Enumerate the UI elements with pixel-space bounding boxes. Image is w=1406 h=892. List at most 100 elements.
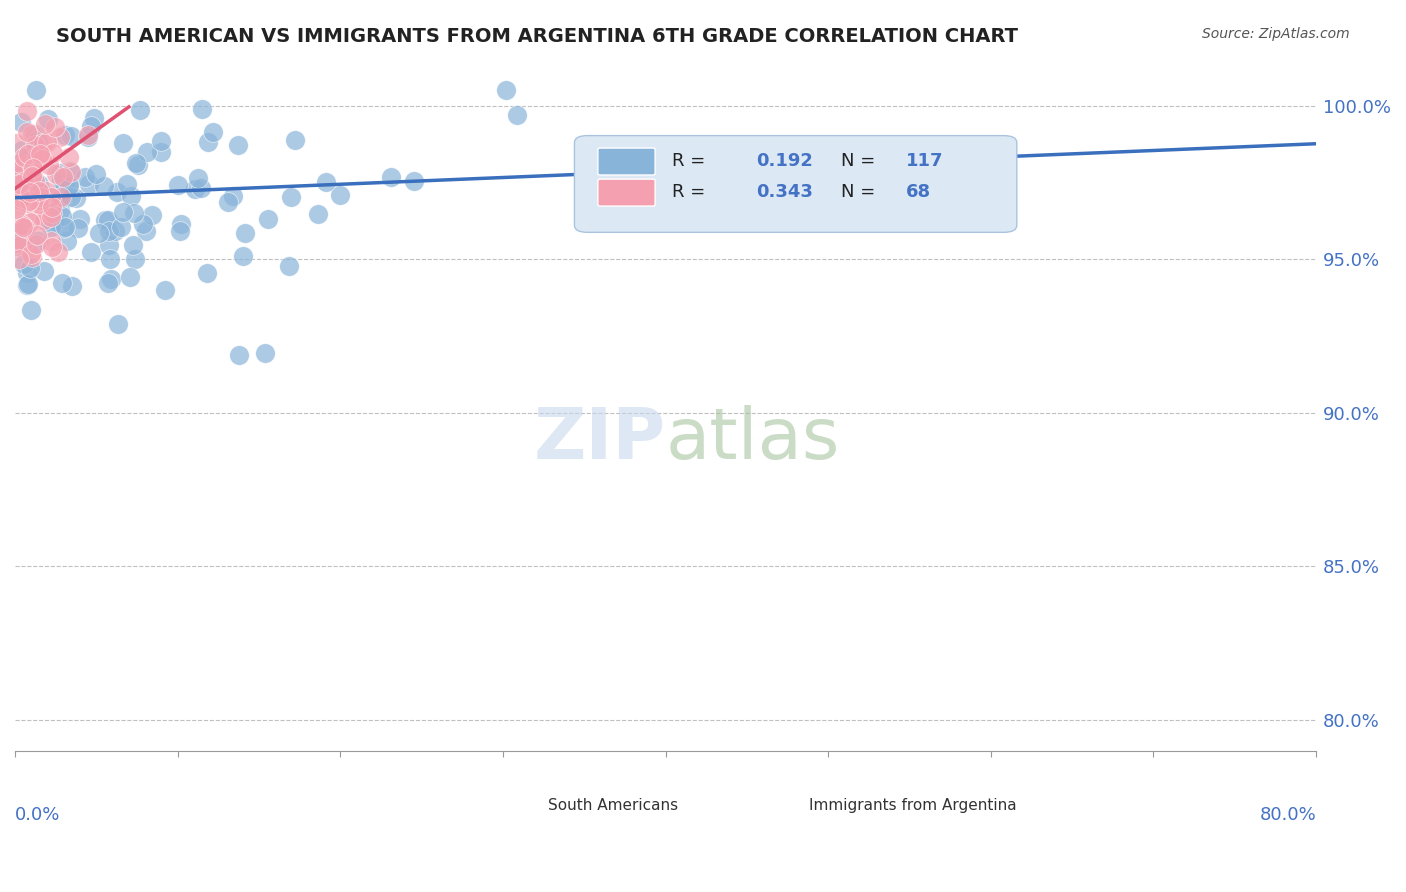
Text: South Americans: South Americans bbox=[548, 798, 679, 814]
Point bbox=[62, 279, 84, 293]
Point bbox=[11, 164, 34, 178]
Point bbox=[77, 128, 100, 142]
Point bbox=[8, 155, 31, 169]
Point bbox=[20, 302, 42, 317]
Point bbox=[380, 169, 402, 184]
Point bbox=[226, 138, 249, 153]
Point bbox=[49, 165, 72, 179]
Point bbox=[93, 179, 115, 194]
Point bbox=[41, 205, 63, 219]
Point bbox=[18, 261, 41, 276]
Point bbox=[18, 185, 41, 199]
Point bbox=[15, 104, 38, 119]
Point bbox=[97, 276, 120, 290]
Text: Source: ZipAtlas.com: Source: ZipAtlas.com bbox=[1202, 27, 1350, 41]
Text: 117: 117 bbox=[907, 153, 943, 170]
Point bbox=[11, 235, 34, 250]
Point bbox=[8, 252, 31, 266]
Point bbox=[51, 172, 73, 186]
Point bbox=[44, 214, 66, 228]
Point bbox=[60, 128, 83, 143]
Point bbox=[15, 266, 38, 280]
Point bbox=[105, 185, 128, 199]
Point bbox=[28, 197, 51, 211]
Point bbox=[284, 133, 307, 147]
Point bbox=[8, 225, 31, 239]
Point bbox=[17, 146, 39, 161]
Point bbox=[124, 252, 146, 267]
Point bbox=[77, 129, 100, 144]
Point bbox=[277, 259, 299, 273]
Point bbox=[30, 152, 52, 166]
Point bbox=[15, 125, 38, 139]
Point bbox=[21, 161, 44, 176]
Point bbox=[127, 158, 149, 172]
Text: 0.192: 0.192 bbox=[756, 153, 814, 170]
Point bbox=[21, 169, 44, 183]
Point bbox=[77, 178, 100, 192]
Point bbox=[49, 186, 72, 201]
Point bbox=[10, 115, 32, 129]
Point bbox=[15, 277, 38, 292]
Point bbox=[117, 177, 139, 191]
Point bbox=[505, 107, 527, 121]
Point bbox=[167, 178, 190, 193]
Point bbox=[25, 227, 48, 242]
Point bbox=[25, 209, 48, 223]
Text: R =: R = bbox=[672, 183, 706, 202]
Text: 80.0%: 80.0% bbox=[1260, 805, 1316, 824]
Point bbox=[28, 178, 51, 192]
Point bbox=[129, 103, 152, 117]
Point bbox=[257, 212, 280, 227]
Point bbox=[4, 136, 27, 151]
Point bbox=[17, 194, 39, 209]
Point bbox=[41, 201, 63, 215]
Point bbox=[59, 163, 82, 178]
Point bbox=[307, 207, 329, 221]
Text: N =: N = bbox=[841, 153, 876, 170]
Point bbox=[184, 182, 207, 196]
Point bbox=[37, 112, 59, 127]
Point bbox=[39, 220, 62, 235]
Point bbox=[170, 217, 193, 231]
Point bbox=[39, 235, 62, 249]
Point bbox=[217, 194, 239, 209]
Text: ZIP: ZIP bbox=[533, 405, 665, 475]
Point bbox=[155, 283, 177, 297]
Point bbox=[169, 224, 191, 238]
FancyBboxPatch shape bbox=[598, 148, 655, 175]
Point bbox=[51, 169, 73, 184]
Point bbox=[53, 220, 76, 235]
Point bbox=[41, 210, 63, 224]
Point bbox=[232, 249, 254, 263]
Point bbox=[120, 189, 142, 203]
Point bbox=[27, 133, 49, 147]
Point bbox=[32, 186, 55, 201]
Point bbox=[228, 348, 250, 362]
Point bbox=[60, 190, 83, 204]
Point bbox=[111, 136, 134, 150]
Point bbox=[58, 178, 80, 192]
Point bbox=[8, 238, 31, 252]
Point bbox=[20, 127, 42, 141]
Point bbox=[53, 128, 76, 143]
Point bbox=[112, 204, 135, 219]
Point bbox=[48, 129, 70, 144]
Point bbox=[55, 174, 77, 188]
Point bbox=[24, 174, 46, 188]
Point bbox=[141, 208, 163, 222]
Point bbox=[254, 346, 277, 360]
Point bbox=[14, 220, 37, 235]
Point bbox=[45, 167, 67, 181]
Point bbox=[51, 209, 73, 223]
Point bbox=[8, 186, 31, 201]
Point bbox=[24, 128, 46, 142]
Point bbox=[24, 137, 46, 152]
Point bbox=[280, 190, 302, 204]
Text: atlas: atlas bbox=[665, 405, 839, 475]
Point bbox=[8, 178, 31, 192]
Point bbox=[51, 276, 73, 290]
Point bbox=[65, 191, 87, 205]
Point bbox=[13, 224, 35, 238]
Point bbox=[11, 218, 34, 232]
